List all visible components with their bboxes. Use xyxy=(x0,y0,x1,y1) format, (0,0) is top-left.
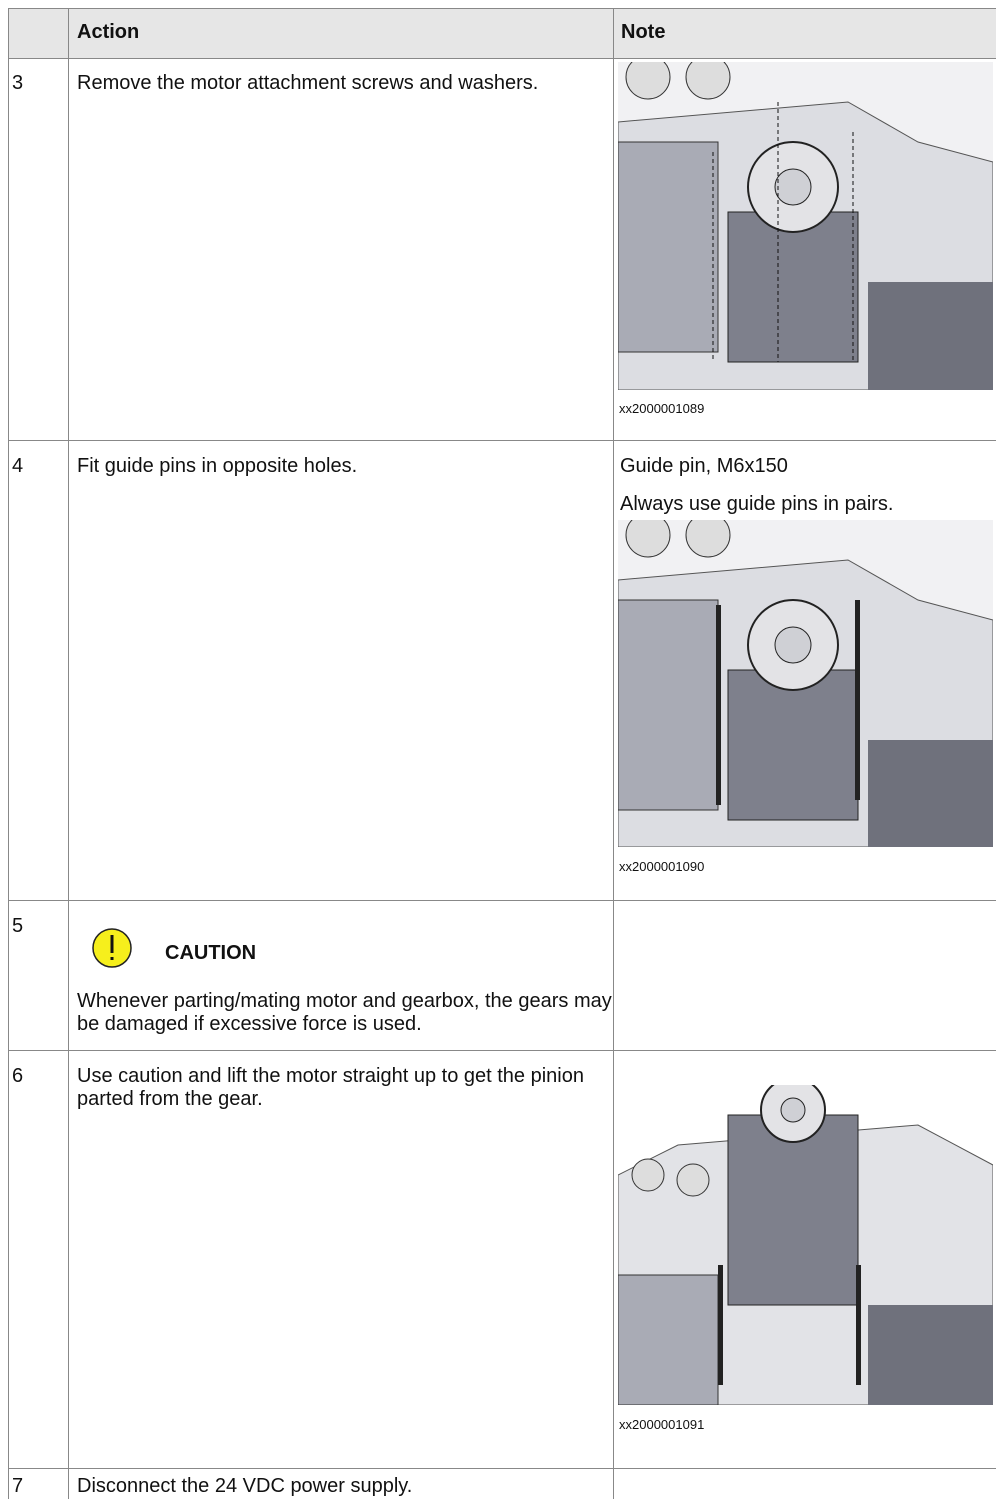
rule xyxy=(8,1468,996,1469)
rule xyxy=(8,1050,996,1051)
note: Guide pin, M6x150 xyxy=(620,455,788,477)
figure-id: xx2000001090 xyxy=(619,859,705,874)
illustration xyxy=(618,1085,993,1405)
note: Always use guide pins in pairs. xyxy=(620,493,894,515)
caution-title: CAUTION xyxy=(165,942,257,964)
step: 7 xyxy=(12,1475,24,1497)
action: Use caution and lift the motor straight … xyxy=(77,1065,584,1110)
step: 3 xyxy=(12,72,24,94)
rule xyxy=(8,900,996,901)
illustration xyxy=(618,62,993,390)
header-action: Action xyxy=(77,21,140,43)
rule xyxy=(613,8,614,1499)
action: Disconnect the 24 VDC power supply. xyxy=(77,1475,413,1497)
action: Remove the motor attachment screws and w… xyxy=(77,72,539,94)
caution-icon xyxy=(92,928,132,968)
step: 5 xyxy=(12,915,24,937)
step: 6 xyxy=(12,1065,24,1087)
rule xyxy=(8,440,996,441)
rule xyxy=(8,8,9,1499)
header-row xyxy=(8,8,996,58)
rule xyxy=(68,8,69,1499)
figure-id: xx2000001091 xyxy=(619,1417,705,1432)
rule xyxy=(8,58,996,59)
step: 4 xyxy=(12,455,24,477)
action: Fit guide pins in opposite holes. xyxy=(77,455,358,477)
header-note: Note xyxy=(621,21,666,43)
figure-id: xx2000001089 xyxy=(619,401,705,416)
illustration xyxy=(618,520,993,847)
action: Whenever parting/mating motor and gearbo… xyxy=(77,990,612,1035)
rule xyxy=(8,8,996,9)
